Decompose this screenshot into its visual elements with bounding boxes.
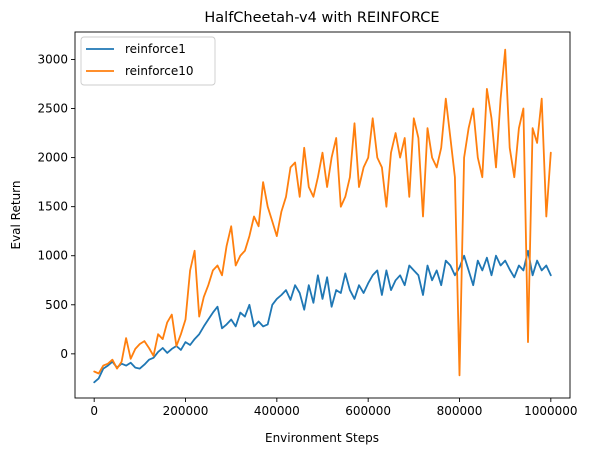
y-tick-label: 500 xyxy=(45,298,68,312)
x-tick-label: 1000000 xyxy=(524,404,577,418)
x-axis-label: Environment Steps xyxy=(265,431,379,445)
y-tick-label: 2500 xyxy=(37,102,68,116)
legend: reinforce1 reinforce10 xyxy=(80,36,216,86)
x-tick-label: 800000 xyxy=(437,404,483,418)
x-tick-label: 400000 xyxy=(254,404,300,418)
x-tick-label: 0 xyxy=(90,404,98,418)
y-tick-label: 0 xyxy=(60,347,68,361)
series-line-reinforce1 xyxy=(93,249,552,384)
y-axis: 0 500 1000 1500 2000 2500 3000 xyxy=(37,52,75,361)
y-tick-label: 1500 xyxy=(37,200,68,214)
series-line-reinforce10 xyxy=(93,48,552,377)
legend-label-reinforce10: reinforce10 xyxy=(125,64,193,78)
x-tick-label: 200000 xyxy=(163,404,209,418)
y-axis-label: Eval Return xyxy=(9,180,23,249)
series-layer xyxy=(93,48,552,384)
x-tick-label: 600000 xyxy=(345,404,391,418)
y-tick-label: 2000 xyxy=(37,151,68,165)
y-tick-label: 3000 xyxy=(37,52,68,66)
plot-frame xyxy=(74,31,571,399)
chart-title: HalfCheetah-v4 with REINFORCE xyxy=(204,10,439,26)
legend-label-reinforce1: reinforce1 xyxy=(125,42,186,56)
plot-area xyxy=(75,32,570,398)
x-axis: 0 200000 400000 600000 800000 1000000 xyxy=(90,398,578,418)
y-tick-label: 1000 xyxy=(37,249,68,263)
legend-box xyxy=(80,36,216,86)
